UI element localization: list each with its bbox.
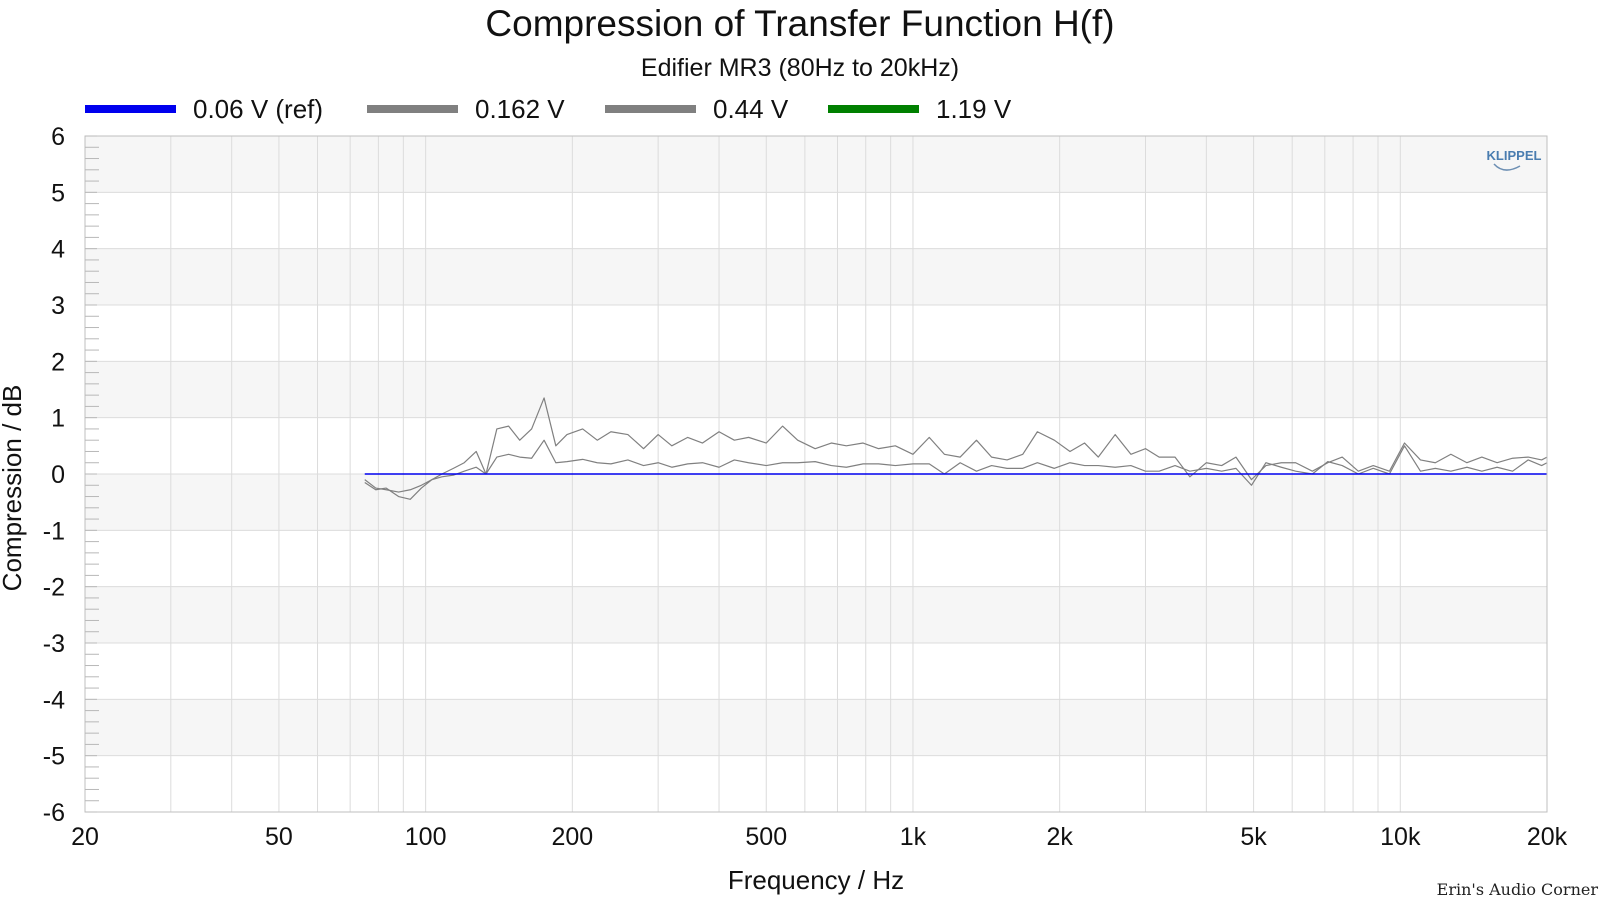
y-tick-label: -5 xyxy=(43,743,65,771)
plot-band xyxy=(85,474,1547,531)
plot-band xyxy=(85,192,1547,249)
klippel-logo-text: KLIPPEL xyxy=(1487,148,1542,163)
plot-band xyxy=(85,643,1547,700)
plot-band xyxy=(85,586,1547,643)
klippel-logo-swoosh xyxy=(1493,163,1521,171)
y-tick-label: -3 xyxy=(43,630,65,658)
x-tick-label: 100 xyxy=(405,823,447,851)
plot-band xyxy=(85,361,1547,418)
x-tick-label: 1k xyxy=(900,823,927,851)
y-tick-label: 4 xyxy=(51,236,65,264)
legend-label-1: 0.162 V xyxy=(475,94,565,124)
legend-swatch-1 xyxy=(367,105,458,113)
y-tick-label: 1 xyxy=(51,405,65,433)
legend-label-2: 0.44 V xyxy=(713,94,789,124)
y-tick-label: 0 xyxy=(51,461,65,489)
x-tick-label: 20 xyxy=(71,823,99,851)
chart-subtitle: Edifier MR3 (80Hz to 20kHz) xyxy=(641,54,959,82)
y-tick-label: 6 xyxy=(51,123,65,151)
chart-title: Compression of Transfer Function H(f) xyxy=(485,3,1114,44)
legend-label-0: 0.06 V (ref) xyxy=(193,94,323,124)
series-lines xyxy=(364,397,1548,500)
legend-swatch-3 xyxy=(828,105,919,113)
plot-band xyxy=(85,417,1547,474)
x-tick-label: 10k xyxy=(1380,823,1421,851)
watermark: Erin's Audio Corner xyxy=(1437,880,1599,899)
klippel-logo: KLIPPEL xyxy=(1487,148,1542,171)
y-axis-ticks: 6 5 4 3 2 1 0 -1 -2 -3 -4 -5 -6 xyxy=(43,123,99,827)
legend-swatch-0 xyxy=(85,105,176,113)
plot-band xyxy=(85,248,1547,305)
y-tick-label: -1 xyxy=(43,517,65,545)
x-axis-label: Frequency / Hz xyxy=(728,865,904,895)
y-tick-label: 5 xyxy=(51,179,65,207)
legend: 0.06 V (ref) 0.162 V 0.44 V 1.19 V xyxy=(85,94,1012,124)
y-axis-label: Compression / dB xyxy=(0,385,27,592)
plot-band xyxy=(85,530,1547,587)
y-tick-label: 2 xyxy=(51,348,65,376)
y-tick-label: -2 xyxy=(43,574,65,602)
y-tick-label: -6 xyxy=(43,799,65,827)
plot-band xyxy=(85,699,1547,756)
x-tick-label: 5k xyxy=(1240,823,1267,851)
plot-band xyxy=(85,305,1547,362)
legend-label-3: 1.19 V xyxy=(936,94,1012,124)
y-tick-label: 3 xyxy=(51,292,65,320)
x-tick-label: 2k xyxy=(1046,823,1073,851)
x-tick-label: 500 xyxy=(745,823,787,851)
series-line-1 xyxy=(364,439,1548,493)
x-axis-ticks: 20 50 100 200 500 1k 2k 5k 10k 20k xyxy=(71,823,1568,851)
series-line-2 xyxy=(364,397,1548,500)
plot-band xyxy=(85,755,1547,812)
x-tick-label: 50 xyxy=(265,823,293,851)
x-tick-label: 200 xyxy=(551,823,593,851)
legend-swatch-2 xyxy=(605,105,696,113)
y-tick-label: -4 xyxy=(43,686,65,714)
x-tick-label: 20k xyxy=(1527,823,1568,851)
plot-background xyxy=(85,136,1547,812)
plot-band xyxy=(85,136,1547,193)
